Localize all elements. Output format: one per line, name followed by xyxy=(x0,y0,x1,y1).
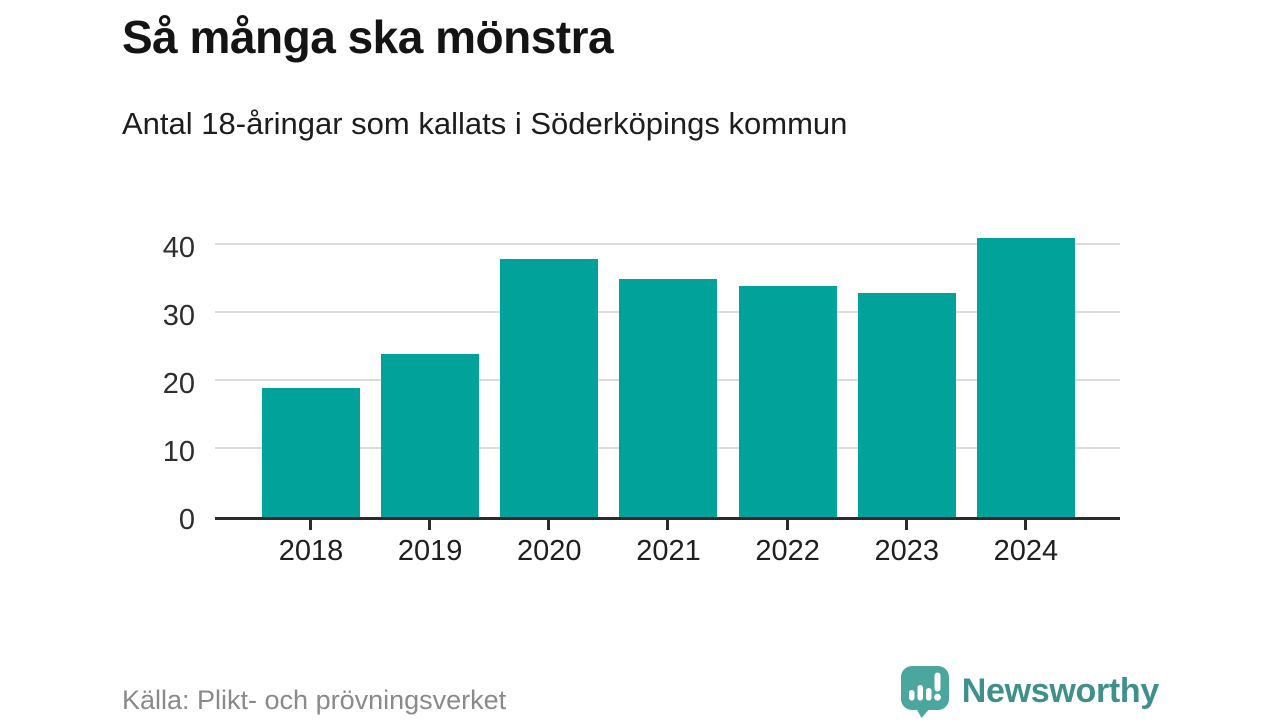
bar-column-2019: 2019 xyxy=(381,230,480,567)
bar-2019 xyxy=(381,354,480,517)
speech-bubble-shape xyxy=(900,666,949,718)
plot-area: 2018 2019 2020 2021 2022 2023 2024 xyxy=(215,230,1120,567)
bar-column-2020: 2020 xyxy=(500,230,599,567)
gridline-y40 xyxy=(215,243,1120,245)
x-tick-label-2023: 2023 xyxy=(874,535,940,567)
newsworthy-wordmark: Newsworthy xyxy=(961,671,1160,710)
y-tick-label-0: 0 xyxy=(178,504,195,536)
x-tick-2019 xyxy=(428,520,432,530)
bar-column-2024: 2024 xyxy=(976,230,1075,567)
bar-2020 xyxy=(500,259,599,517)
newsworthy-logo[interactable]: Newsworthy xyxy=(898,664,1159,718)
bars-container: 2018 2019 2020 2021 2022 2023 2024 xyxy=(262,230,1075,567)
bar-column-2021: 2021 xyxy=(619,230,718,567)
y-tick-label-20: 20 xyxy=(162,368,195,400)
bar-2024 xyxy=(976,238,1075,517)
bar-2023 xyxy=(857,293,956,517)
x-tick-label-2019: 2019 xyxy=(397,535,463,567)
bar-2022 xyxy=(738,286,837,517)
x-tick-2021 xyxy=(666,520,670,530)
chart-subtitle: Antal 18-åringar som kallats i Söderköpi… xyxy=(122,106,848,141)
bar-chart: 0 10 20 30 40 2018 2019 2020 2021 2022 2023 2024 xyxy=(0,230,1280,590)
x-tick-2023 xyxy=(904,520,908,530)
bar-column-2018: 2018 xyxy=(262,230,360,567)
bar-2021 xyxy=(619,279,718,517)
newsworthy-bubble-chart-icon xyxy=(900,666,949,718)
y-axis: 0 10 20 30 40 xyxy=(0,230,195,536)
y-tick-label-40: 40 xyxy=(162,232,195,264)
x-tick-label-2024: 2024 xyxy=(993,535,1059,567)
bar-2018 xyxy=(262,388,360,517)
x-tick-2024 xyxy=(1023,520,1027,530)
x-tick-label-2018: 2018 xyxy=(278,535,344,567)
bars-and-exclamation-glyph xyxy=(908,672,941,701)
y-tick-label-10: 10 xyxy=(162,436,195,468)
chart-title: Så många ska mönstra xyxy=(122,11,614,63)
x-tick-2020 xyxy=(547,520,551,530)
x-tick-label-2022: 2022 xyxy=(755,535,820,567)
y-tick-label-30: 30 xyxy=(162,300,195,332)
bar-column-2022: 2022 xyxy=(738,230,837,567)
x-tick-label-2020: 2020 xyxy=(517,535,582,567)
x-tick-2022 xyxy=(785,520,789,530)
x-tick-2018 xyxy=(309,520,312,530)
source-note: Källa: Plikt- och prövningsverket xyxy=(122,685,507,715)
bar-column-2023: 2023 xyxy=(857,230,956,567)
x-tick-label-2021: 2021 xyxy=(636,535,701,567)
